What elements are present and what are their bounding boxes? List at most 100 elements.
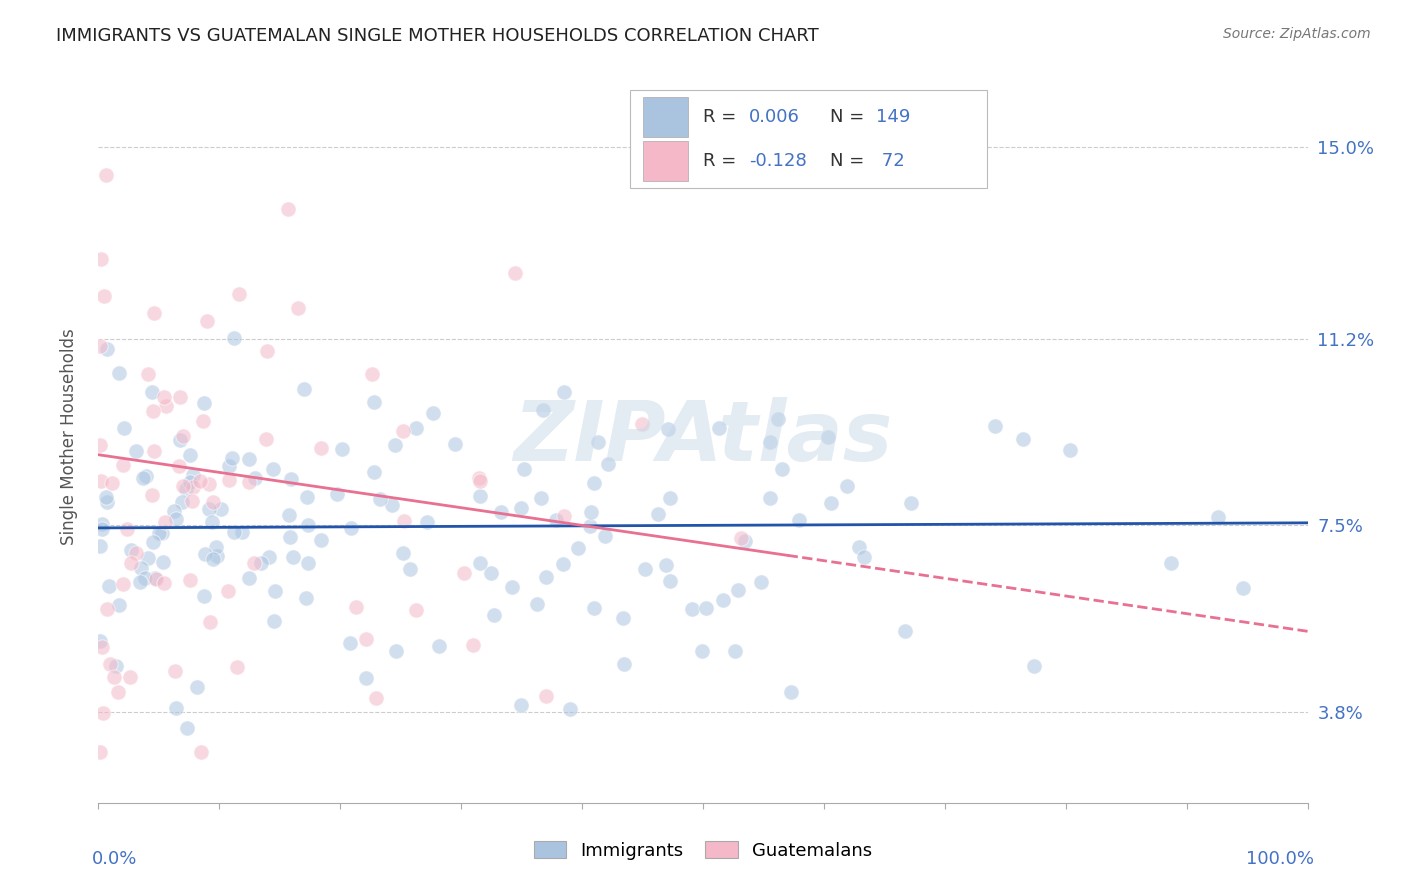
Point (120, 542, 142, 557)
Point (512, 462, 534, 476)
Point (770, 462, 793, 476)
Point (295, 591, 318, 605)
Text: 0.0%: 0.0% (93, 850, 138, 868)
Point (277, 202, 299, 216)
Point (360, 367, 382, 381)
Point (583, 475, 606, 490)
Point (368, 491, 391, 506)
Point (399, 562, 422, 576)
Point (96, 342, 118, 356)
Point (536, 690, 558, 704)
Point (526, 597, 548, 611)
Point (197, 477, 219, 491)
Point (165, 512, 187, 526)
Point (1206, 510, 1229, 524)
Point (201, 495, 224, 509)
Point (759, 491, 782, 506)
Point (125, 444, 148, 458)
Point (89, 339, 111, 353)
Point (654, 558, 676, 572)
Text: R =: R = (703, 152, 742, 169)
Point (91, 706, 114, 720)
Text: 0.006: 0.006 (749, 108, 800, 127)
Point (201, 515, 224, 529)
Point (89, 438, 111, 452)
Point (711, 593, 734, 607)
Point (262, 461, 284, 475)
Point (150, 526, 173, 541)
Point (581, 505, 603, 519)
Point (553, 508, 575, 523)
Point (695, 600, 717, 615)
Point (143, 571, 166, 585)
Point (169, 458, 191, 473)
Point (501, 580, 523, 594)
Point (172, 495, 194, 509)
Point (344, 600, 367, 615)
Point (221, 450, 243, 465)
Point (169, 390, 191, 404)
Point (560, 702, 582, 716)
Point (153, 516, 176, 530)
Point (176, 721, 198, 735)
Point (198, 501, 221, 516)
Point (690, 644, 713, 658)
Point (489, 505, 512, 519)
Point (143, 306, 166, 320)
Point (427, 640, 450, 654)
Point (893, 624, 915, 639)
Point (142, 535, 165, 549)
Text: IMMIGRANTS VS GUATEMALAN SINGLE MOTHER HOUSEHOLDS CORRELATION CHART: IMMIGRANTS VS GUATEMALAN SINGLE MOTHER H… (56, 27, 818, 45)
Text: N =: N = (830, 152, 870, 169)
Point (309, 441, 332, 455)
Point (217, 584, 239, 599)
Point (134, 571, 156, 585)
Point (136, 367, 159, 381)
Point (595, 529, 617, 543)
Point (254, 432, 277, 446)
Point (194, 547, 217, 561)
Point (181, 480, 204, 494)
Point (145, 572, 167, 586)
Point (153, 575, 176, 590)
Text: 72: 72 (876, 152, 904, 169)
Point (900, 496, 922, 510)
Point (107, 599, 129, 613)
Point (98, 657, 121, 671)
Point (482, 607, 505, 622)
Point (129, 561, 152, 575)
Point (107, 685, 129, 699)
Point (363, 394, 385, 409)
Point (326, 487, 349, 501)
Point (94, 168, 117, 182)
Point (101, 476, 124, 491)
Point (105, 659, 128, 673)
Point (657, 422, 679, 436)
Point (530, 491, 553, 505)
Point (366, 690, 388, 705)
Text: 100.0%: 100.0% (1246, 850, 1313, 868)
Point (103, 670, 125, 684)
Point (768, 412, 790, 426)
Point (546, 513, 568, 527)
Point (181, 467, 204, 482)
FancyBboxPatch shape (643, 141, 689, 181)
Point (297, 491, 319, 505)
Point (218, 473, 240, 487)
Point (181, 493, 204, 508)
Point (848, 541, 870, 555)
Point (191, 415, 214, 429)
Point (195, 314, 218, 328)
Point (1232, 581, 1254, 595)
Point (553, 384, 575, 399)
Point (163, 504, 186, 518)
Point (277, 508, 299, 523)
Point (131, 471, 153, 485)
Point (112, 458, 135, 472)
Point (392, 546, 415, 560)
Point (356, 671, 378, 685)
Point (218, 459, 240, 474)
Point (280, 473, 302, 487)
Point (416, 515, 439, 529)
Point (135, 469, 157, 483)
